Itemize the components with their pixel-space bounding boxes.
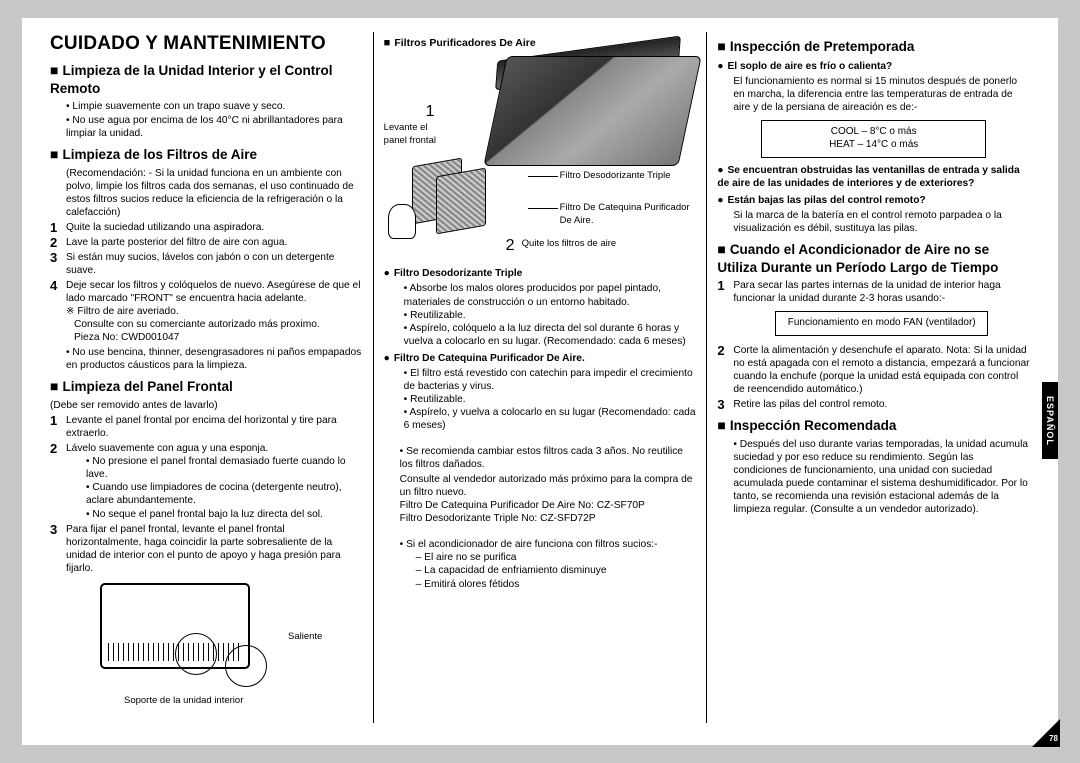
heading-catequina: ●Filtro De Catequina Purificador De Aire… (384, 352, 697, 365)
heading-filtros-aire: ■Limpieza de los Filtros de Aire (50, 146, 363, 164)
diagram-panel-mount: Saliente Soporte de la unidad interior (90, 583, 363, 713)
heading-panel-frontal: ■Limpieza del Panel Frontal (50, 378, 363, 396)
page-title: CUIDADO Y MANTENIMIENTO (50, 32, 363, 56)
list-reco: Se recomienda cambiar estos filtros cada… (400, 445, 697, 525)
diagram-filters: 1 2 Levante el panel frontal Filtro Deso… (388, 54, 697, 259)
heading-triple: ●Filtro Desodorizante Triple (384, 267, 697, 280)
column-2: ■Filtros Purificadores De Aire 1 2 Levan… (374, 32, 708, 723)
q-pilas: ●Están bajas las pilas del control remot… (717, 194, 1030, 207)
callout-1: 1 (426, 102, 435, 122)
filtros-note: (Recomendación: - Si la unidad funciona … (66, 167, 363, 219)
steps-filtros: 1Quite la suciedad utilizando una aspira… (50, 221, 363, 344)
list-interior: Limpie suavemente con un trapo suave y s… (66, 100, 363, 139)
column-1: CUIDADO Y MANTENIMIENTO ■Limpieza de la … (40, 32, 374, 723)
list-triple: Absorbe los malos olores producidos por … (404, 282, 697, 347)
fan-box: Funcionamiento en modo FAN (ventilador) (775, 311, 989, 336)
heading-pretemporada: ■Inspección de Pretemporada (717, 38, 1030, 56)
list-catequina: El filtro está revestido con catechin pa… (404, 367, 697, 432)
page-number-corner: 78 (1032, 719, 1060, 747)
steps-largo: 1 Para secar las partes internas de la u… (717, 279, 1030, 411)
panel-note: (Debe ser removido antes de lavarlo) (50, 399, 363, 412)
language-tab: ESPAÑOL (1042, 382, 1058, 460)
steps-panel: 1Levante el panel frontal por encima del… (50, 414, 363, 575)
column-3: ■Inspección de Pretemporada ●El soplo de… (707, 32, 1040, 723)
manual-page: CUIDADO Y MANTENIMIENTO ■Limpieza de la … (22, 18, 1058, 745)
cool-heat-box: COOL – 8°C o más HEAT – 14°C o más (761, 120, 986, 158)
q-obstruidas: ●Se encuentran obstruidas las ventanilla… (717, 164, 1030, 190)
caution-list: No use bencina, thinner, desengrasadores… (66, 346, 363, 372)
list-dirty: Si el acondicionador de aire funciona co… (400, 538, 697, 590)
q-frio: ●El soplo de aire es frío o calienta? (717, 60, 1030, 73)
heading-insp-recomendada: ■Inspección Recomendada (717, 417, 1030, 435)
heading-largo-tiempo: ■Cuando el Acondicionador de Aire no se … (717, 241, 1030, 276)
heading-limpieza-interior: ■Limpieza de la Unidad Interior y el Con… (50, 62, 363, 97)
list-recomendada: Después del uso durante varias temporada… (733, 438, 1030, 516)
callout-2: 2 (506, 236, 515, 256)
